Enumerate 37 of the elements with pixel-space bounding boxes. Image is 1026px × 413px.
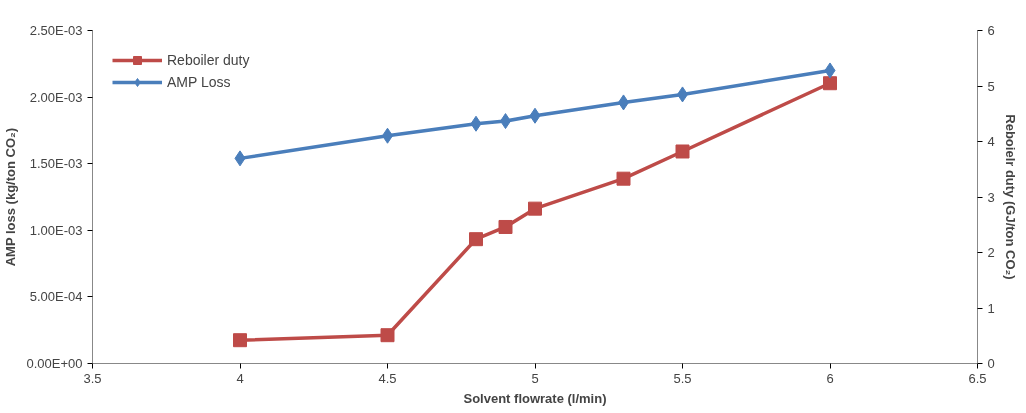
x-tick-label: 6 <box>826 370 834 386</box>
y2-tick-label: 1 <box>987 300 995 316</box>
y2-tick-label: 0 <box>987 356 995 371</box>
y2-axis-title: Reboielr duty (GJ/ton CO₂) <box>1002 114 1018 280</box>
y2-tick-label: 3 <box>987 189 995 205</box>
legend-label: Reboiler duty <box>167 52 250 68</box>
x-tick-label: 5.5 <box>673 370 692 386</box>
x-tick-label: 5 <box>531 370 539 386</box>
y-tick-label: 2.50E-03 <box>29 23 83 38</box>
y2-tick-label: 5 <box>987 78 995 94</box>
y-axis-title: AMP loss (kg/ton CO₂) <box>3 127 19 267</box>
x-tick-label: 3.5 <box>83 370 102 386</box>
point <box>528 201 542 216</box>
point <box>823 76 837 91</box>
x-tick-label: 4.5 <box>378 370 397 386</box>
x-tick-label: 4 <box>236 370 244 386</box>
x-axis-title: Solvent flowrate (l/min) <box>463 390 607 406</box>
point <box>498 219 513 234</box>
y2-tick-label: 2 <box>987 245 995 260</box>
x-tick-label: 6.5 <box>968 370 987 386</box>
y-tick-label: 0.00E+00 <box>26 356 83 371</box>
legend-label: AMP Loss <box>167 74 231 90</box>
point <box>470 115 482 132</box>
y-tick-label: 1.50E-03 <box>29 156 83 172</box>
point <box>529 107 541 124</box>
point <box>234 150 246 167</box>
y2-tick-label: 6 <box>987 23 995 38</box>
point <box>616 171 631 186</box>
point <box>824 62 836 79</box>
y2-tick-label: 4 <box>987 134 995 149</box>
point <box>233 333 247 348</box>
y-tick-label: 1.00E-03 <box>29 222 83 238</box>
point <box>469 232 483 247</box>
y-tick-label: 2.00E-03 <box>29 89 83 105</box>
point <box>675 144 690 159</box>
y-tick-label: 5.00E-04 <box>29 289 83 305</box>
point <box>380 328 395 343</box>
